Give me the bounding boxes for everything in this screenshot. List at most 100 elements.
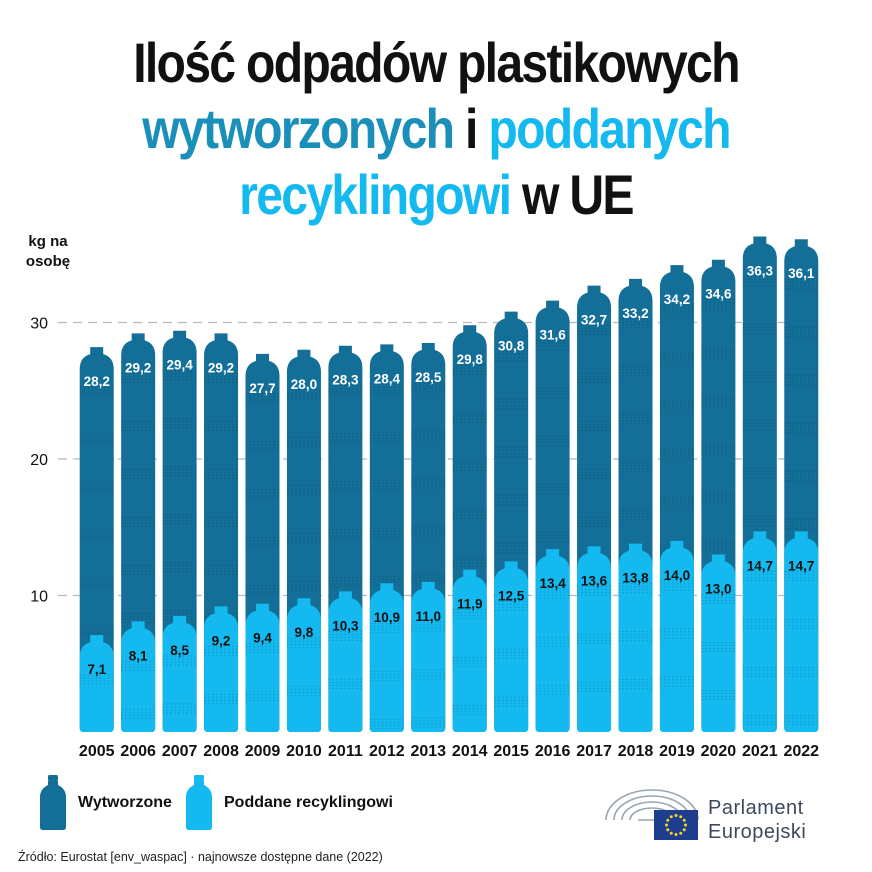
- value-recycled-2010: 9,8: [295, 625, 314, 640]
- value-recycled-2014: 11,9: [457, 597, 483, 612]
- value-recycled-2022: 14,7: [788, 558, 814, 573]
- value-recycled-2013: 11,0: [416, 609, 442, 624]
- value-generated-2006: 29,2: [125, 360, 151, 375]
- logo-line-2: Europejski: [708, 821, 807, 843]
- eu-star: [679, 815, 683, 819]
- title-line-1: Ilość odpadów plastikowych: [133, 31, 740, 94]
- value-recycled-2015: 12,5: [498, 588, 525, 603]
- x-tick-2008: 2008: [203, 743, 239, 760]
- bottle-recycled-2005-ribs: [79, 674, 114, 685]
- value-generated-2005: 28,2: [84, 374, 110, 389]
- bottle-recycled-2012-ribs: [369, 622, 404, 729]
- value-generated-2014: 29,8: [457, 352, 484, 367]
- value-generated-2016: 31,6: [539, 328, 566, 343]
- x-tick-2010: 2010: [286, 743, 322, 760]
- legend-recycled-label: Poddane recyklingowi: [224, 793, 393, 811]
- bottle-recycled-2009-ribs: [245, 643, 280, 702]
- value-recycled-2007: 8,5: [170, 643, 189, 658]
- eu-star: [669, 815, 673, 819]
- x-tick-2012: 2012: [369, 743, 405, 760]
- value-generated-2012: 28,4: [374, 371, 401, 386]
- title-line-2: wytworzonych i poddanych: [61, 96, 811, 162]
- value-recycled-2008: 9,2: [212, 633, 231, 648]
- x-tick-2013: 2013: [410, 743, 446, 760]
- bottle-recycled-2021: [742, 531, 777, 732]
- bottle-recycled-2017-ribs: [577, 585, 612, 692]
- value-generated-2010: 28,0: [291, 377, 317, 392]
- light-bottle-icon: [186, 775, 212, 830]
- bottle-recycled-2016-ribs: [535, 588, 570, 695]
- bottle-recycled-2021-ribs: [742, 570, 777, 725]
- bottle-generated-2005: [79, 347, 114, 732]
- bottle-recycled-2015-ribs: [494, 600, 529, 707]
- eu-star: [679, 831, 683, 835]
- y-tick-20: 20: [30, 452, 48, 469]
- title-word-recycled-2: recyklingowi: [239, 163, 512, 226]
- value-generated-2021: 36,3: [747, 264, 774, 279]
- eu-star: [669, 831, 673, 835]
- bottle-recycled-2008-ribs: [204, 645, 239, 704]
- bottle-recycled-2014: [452, 569, 487, 732]
- bottle-recycled-2019: [659, 540, 694, 732]
- value-recycled-2009: 9,4: [253, 631, 272, 646]
- title-line-3: recyklingowi w UE: [61, 162, 811, 228]
- value-recycled-2019: 14,0: [664, 568, 690, 583]
- y-tick-10: 10: [30, 589, 48, 606]
- legend-generated: Wytworzone: [40, 775, 172, 830]
- bottle-recycled-2018-ribs: [618, 583, 653, 690]
- value-generated-2011: 28,3: [332, 373, 359, 388]
- title-word-generated: wytworzonych: [142, 97, 455, 160]
- legend-recycled: Poddane recyklingowi: [186, 775, 393, 830]
- eu-star: [665, 823, 668, 827]
- y-axis-label-line-2: osobę: [25, 253, 71, 270]
- x-tick-2019: 2019: [659, 743, 695, 760]
- value-generated-2015: 30,8: [498, 339, 525, 354]
- bottle-recycled-2013: [411, 581, 446, 732]
- title-word-in-eu: w UE: [521, 163, 635, 226]
- title-word-recycled: poddanych: [488, 97, 731, 160]
- value-recycled-2005: 7,1: [87, 662, 106, 677]
- value-generated-2008: 29,2: [208, 360, 234, 375]
- x-tick-2005: 2005: [79, 743, 115, 760]
- x-tick-2018: 2018: [618, 743, 654, 760]
- value-generated-2009: 27,7: [249, 381, 275, 396]
- dark-bottle-icon: [40, 775, 66, 830]
- eu-star: [682, 828, 686, 832]
- bottle-recycled-2017: [577, 546, 612, 732]
- bottle-recycled-2022-ribs: [784, 570, 819, 725]
- bottle-recycled-2008: [204, 606, 239, 732]
- bottle-recycled-2007: [162, 615, 197, 732]
- bottle-recycled-2019-ribs: [659, 580, 694, 687]
- eu-star: [666, 818, 670, 822]
- bottle-recycled-2010-ribs: [286, 637, 321, 696]
- logo-line-1: Parlament: [708, 797, 804, 819]
- bottle-recycled-2006-ribs: [121, 660, 156, 719]
- value-recycled-2018: 13,8: [622, 571, 649, 586]
- eu-star: [674, 814, 678, 817]
- y-axis-label: kg na osobę: [24, 232, 72, 272]
- eu-star: [666, 828, 670, 832]
- x-tick-2011: 2011: [328, 743, 363, 760]
- value-recycled-2012: 10,9: [374, 610, 400, 625]
- bottle-recycled-2007-ribs: [162, 655, 197, 714]
- bottle-recycled-2020: [701, 554, 736, 732]
- value-recycled-2017: 13,6: [581, 573, 608, 588]
- bottle-recycled-2009: [245, 603, 280, 732]
- logo-text: Parlament Europejski: [708, 796, 806, 844]
- bottle-recycled-2014-ribs: [452, 609, 487, 716]
- eu-star: [682, 818, 686, 822]
- source-note: Źródło: Eurostat [env_waspac] · najnowsz…: [18, 850, 383, 864]
- x-tick-2017: 2017: [576, 743, 612, 760]
- bottle-recycled-2022: [784, 531, 819, 732]
- bottle-recycled-2013-ribs: [411, 621, 446, 728]
- x-tick-2007: 2007: [162, 743, 198, 760]
- bottle-recycled-2020-ribs: [701, 594, 736, 701]
- value-recycled-2020: 13,0: [705, 582, 731, 597]
- eu-star: [674, 833, 678, 836]
- x-tick-2014: 2014: [452, 743, 488, 760]
- eu-stars-icon: [665, 814, 687, 836]
- value-generated-2020: 34,6: [705, 287, 732, 302]
- value-recycled-2016: 13,4: [539, 576, 566, 591]
- bottle-recycled-2011-ribs: [328, 630, 363, 689]
- value-recycled-2021: 14,7: [747, 558, 773, 573]
